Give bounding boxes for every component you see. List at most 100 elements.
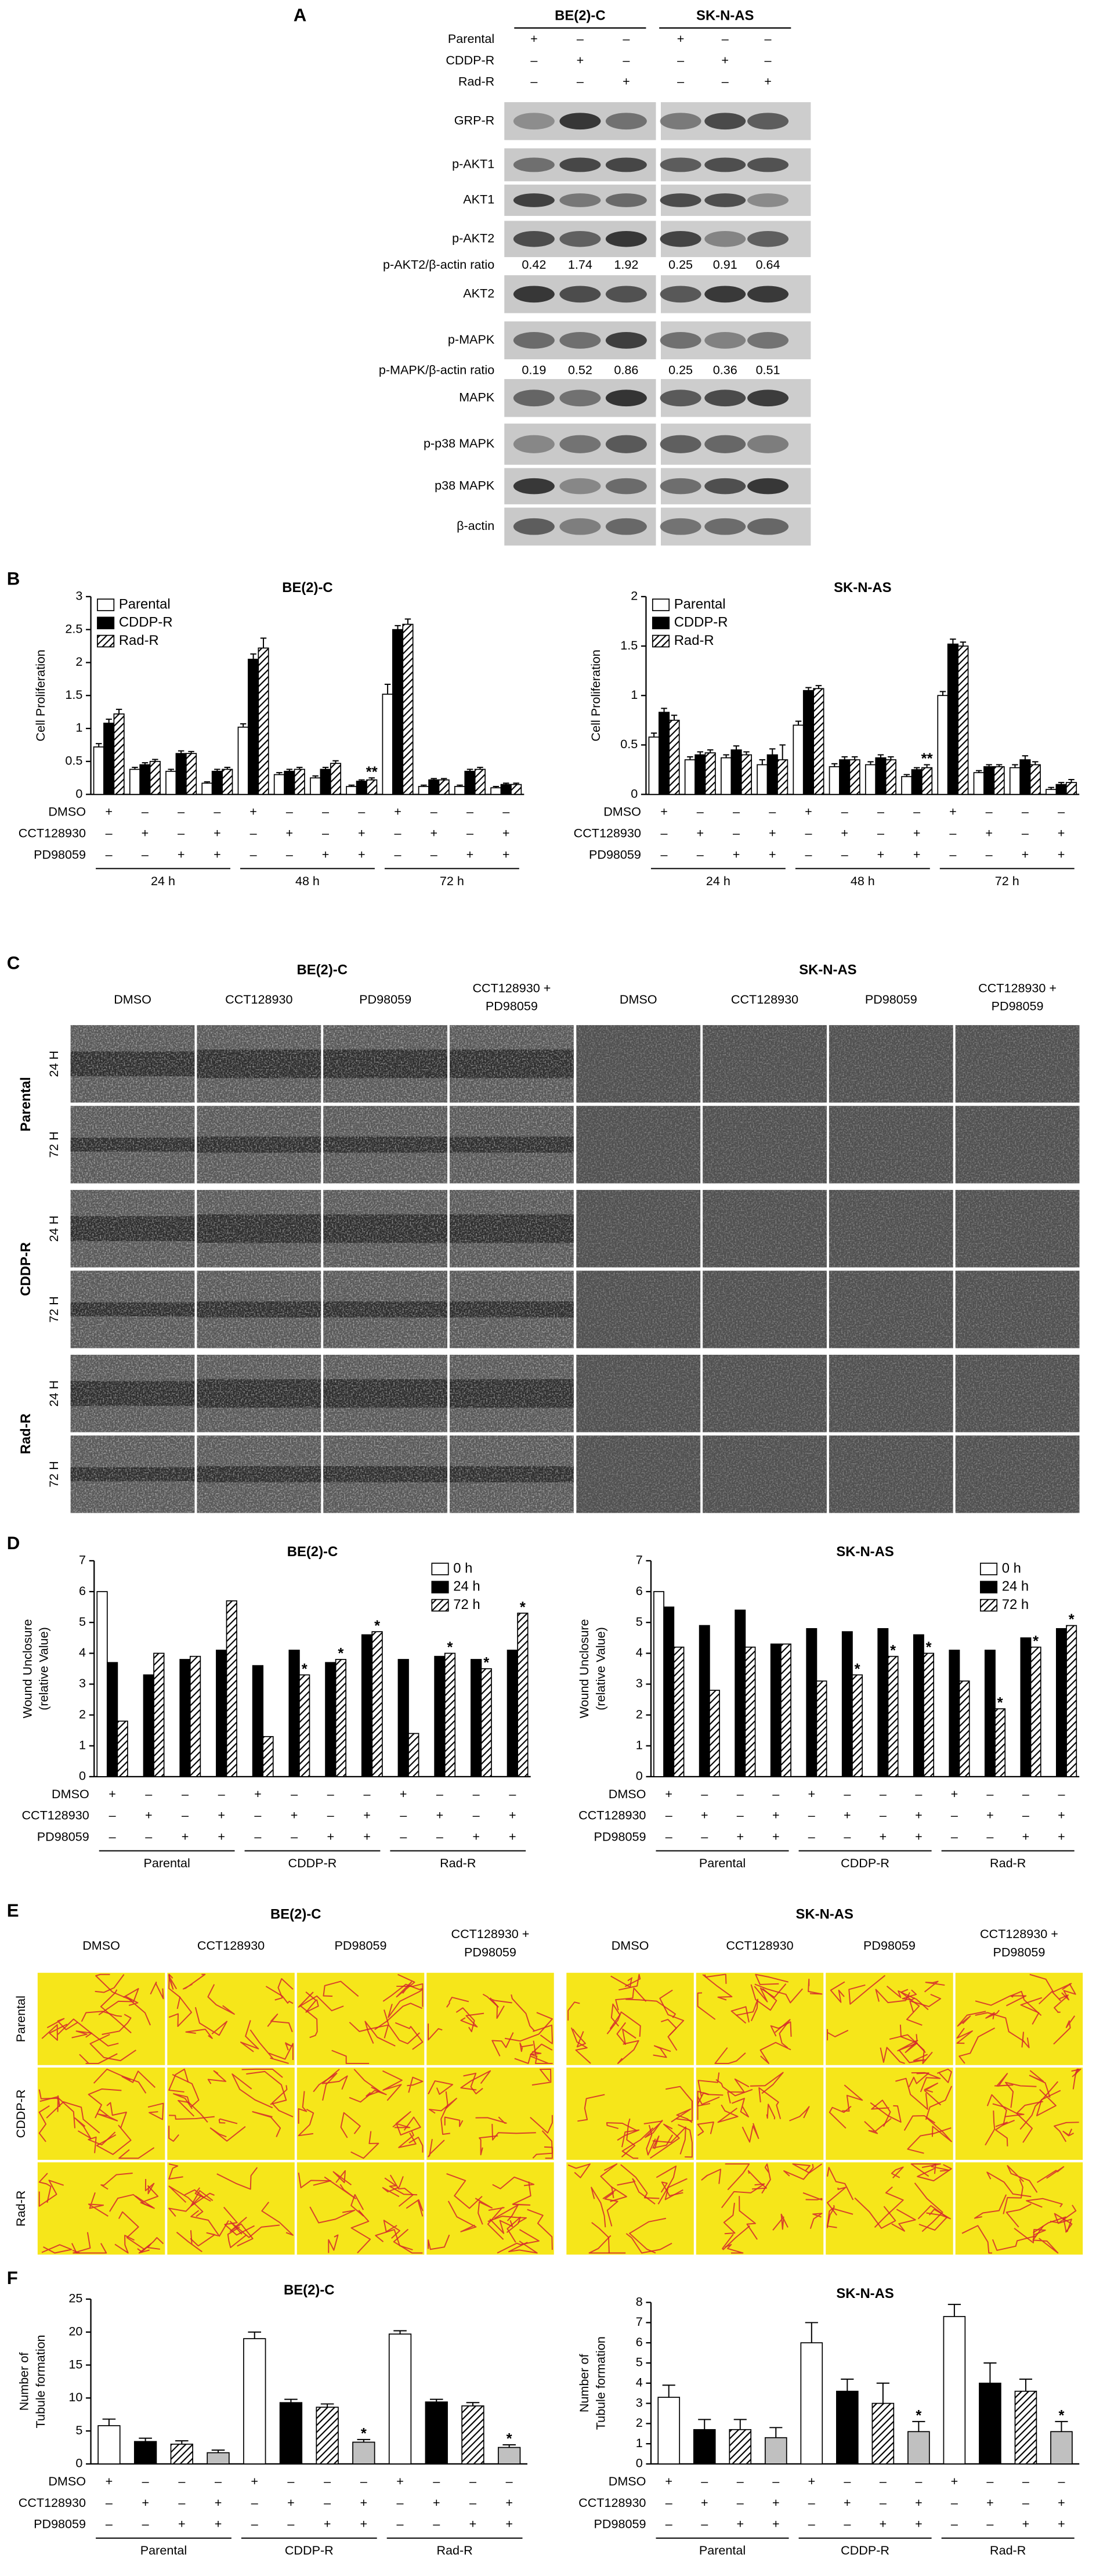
tube-network [100,1989,132,2034]
tube-network [1036,2089,1061,2116]
tube-network [185,2029,213,2039]
blot-band [559,286,601,303]
tube-network [46,2101,100,2134]
treatment-sign: – [701,2517,708,2531]
tube-network [897,2034,926,2053]
legend-label: CDDP-R [674,615,728,630]
tube-network [207,1984,235,2015]
tube-network [715,2079,753,2097]
tube-network [299,2004,318,2039]
y-tick-label: 0 [79,1769,86,1783]
tube-network [350,2131,379,2159]
bar [262,1736,274,1777]
tube-network [1062,2128,1075,2137]
tube-network [1020,1997,1043,2025]
cell-texture [703,1190,827,1268]
column-header: DMSO [114,992,151,1006]
tube-network [827,2187,847,2216]
tube-network [936,2068,952,2083]
treatment-sign: + [327,1830,335,1844]
tube-image [696,2162,824,2255]
y-axis-label: Tubule formation [33,2335,48,2428]
significance: * [997,1695,1003,1711]
bar [284,770,295,795]
bar [388,2333,412,2465]
legend-label: CDDP-R [119,615,173,630]
treatment-label: CCT128930 [578,2495,646,2510]
treatment-sign: + [915,2495,923,2510]
tube-network [240,2020,259,2052]
treatment-sign: + [142,2495,149,2510]
tube-network [532,2130,553,2159]
tube-network [271,2085,294,2117]
blot-band [660,230,701,247]
group-label: 72 h [440,874,464,888]
treatment-sign: + [215,2495,222,2510]
legend-swatch [652,598,670,611]
treatment-sign: + [360,2517,368,2531]
tube-network [808,1978,823,1995]
y-tick-label: 7 [636,1553,643,1567]
tube-network [190,2232,219,2247]
tube-network [298,2091,308,2124]
treatment-sign: – [182,1808,189,1823]
treatment-sign: – [986,804,993,819]
tube-network [606,2011,641,2037]
bar [175,753,187,795]
legend-label: Rad-R [119,633,159,648]
tube-network [723,2203,736,2235]
tube-network [375,2229,413,2251]
bar [1014,2390,1037,2465]
treatment-sign: – [431,804,437,819]
tube-network [992,2235,1037,2251]
tube-network [88,2192,108,2217]
treatment-sign: – [322,804,329,819]
treatment-sign: – [951,2517,958,2531]
tube-image [826,2162,953,2255]
treatment-label: PD98059 [589,847,641,861]
blot-row-label: AKT2 [463,286,494,301]
condition-label: Parental [448,31,494,46]
tube-network [350,2211,371,2254]
bar [325,1662,337,1777]
cell-texture [449,1354,574,1433]
error-bar [404,618,411,625]
treatment-sign: – [844,2474,851,2488]
treatment-label: DMSO [52,1787,89,1801]
bar [129,769,141,795]
tube-network [722,2225,750,2250]
treatment-sign: + [808,2474,816,2488]
bar [1009,767,1021,795]
error-bar [102,2418,116,2426]
tube-network [106,2102,127,2128]
y-tick-label: 2 [636,1706,643,1721]
ratio-value: 0.19 [522,363,546,377]
bar [474,769,486,795]
tube-network [750,1984,777,2011]
error-bar [983,2362,997,2383]
tube-image [826,1972,953,2065]
blot-band [747,193,789,207]
bar [921,767,933,795]
y-tick-label: 1 [79,1737,86,1752]
blot-band [747,331,789,349]
error-bar [502,2444,516,2448]
treatment-sign: – [697,804,704,819]
bar [800,2342,823,2465]
treatment-sign: – [805,847,812,861]
tube-image [566,2162,694,2255]
blot-band [660,331,701,349]
tube-network [656,2165,677,2205]
tube-network [207,2070,227,2084]
error-bar [384,683,391,694]
blot-band [605,478,647,495]
bar [438,779,450,795]
treatment-sign: + [951,2474,958,2488]
chart-title: BE(2)-C [287,1544,338,1560]
group-label: Parental [143,1856,190,1870]
treatment-sign: + [178,847,185,861]
significance: * [507,2431,512,2447]
y-tick-label: 1.5 [65,687,82,702]
treatment-sign: + [182,1830,189,1844]
tube-network [382,1983,423,2002]
